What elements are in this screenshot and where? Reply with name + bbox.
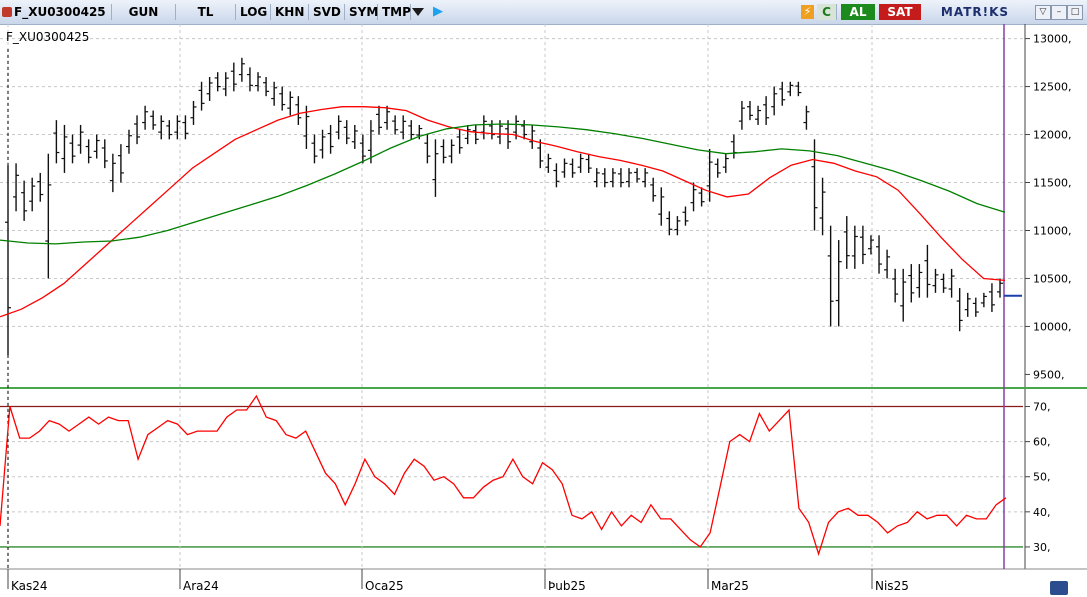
c-button[interactable]: C [817, 4, 837, 20]
dropdown-icon[interactable]: ▽ [1035, 5, 1051, 20]
date-tick-label: Þub25 [548, 579, 586, 593]
chart-frame [0, 24, 1087, 595]
symbol-label[interactable]: F_XU0300425 [0, 4, 112, 20]
date-tick-label: Oca25 [365, 579, 404, 593]
rsi-indicator [0, 394, 1007, 557]
rsi-tick-label: 50, [1033, 471, 1051, 484]
buy-button[interactable]: AL [841, 4, 875, 20]
facebook-icon [1050, 581, 1068, 595]
value-axis: 9500, 10000, 10500, 11000, 11500, 12000, 12500… [1025, 33, 1072, 554]
rsi-tick-label: 60, [1033, 436, 1051, 449]
sell-button[interactable]: SAT [879, 4, 921, 20]
window-app-icon [2, 7, 12, 17]
chart-symbol-label: F_XU0300425 [6, 30, 89, 44]
chart-window-titlebar: F_XU0300425 GUN TL LOG KHN SVD SYM TMP ▶… [0, 0, 1087, 25]
price-tick-label: 9500, [1033, 368, 1065, 381]
price-tick-label: 12500, [1033, 81, 1072, 94]
price-tick-label: 12000, [1033, 129, 1072, 142]
rsi-line [0, 394, 1007, 557]
dropdown-arrow-icon[interactable] [412, 8, 424, 16]
price-bars [5, 57, 1022, 356]
period-button[interactable]: GUN [112, 4, 176, 20]
price-tick-label: 11500, [1033, 177, 1072, 190]
twitter-bird-icon[interactable]: ▶ [433, 4, 443, 19]
moving-average-slow-line [0, 123, 1006, 245]
date-tick-label: Ara24 [183, 579, 219, 593]
rsi-tick-label: 40, [1033, 506, 1051, 519]
moving-averages [0, 106, 1006, 318]
price-tick-label: 13000, [1033, 33, 1072, 46]
date-tick-label: Nis25 [875, 579, 909, 593]
tmp-button[interactable]: TMP [378, 4, 411, 20]
price-chart[interactable]: F_XU0300425 9500, 10000, 10500, 11000, 11500… [0, 24, 1087, 597]
currency-button[interactable]: TL [176, 4, 236, 20]
moving-average-fast-line [0, 106, 1006, 318]
lightning-icon[interactable]: ⚡ [801, 5, 814, 19]
maximize-icon[interactable]: □ [1067, 5, 1083, 20]
rsi-tick-label: 70, [1033, 401, 1051, 414]
price-tick-label: 11000, [1033, 224, 1072, 237]
price-tick-label: 10000, [1033, 320, 1072, 333]
brand-logo: MATR!KS [940, 5, 1010, 19]
sym-button[interactable]: SYM [345, 4, 378, 20]
date-tick-label: Kas24 [11, 579, 48, 593]
chart-grid [0, 24, 1023, 569]
svd-button[interactable]: SVD [309, 4, 345, 20]
date-tick-label: Mar25 [711, 579, 749, 593]
rsi-tick-label: 30, [1033, 541, 1051, 554]
log-button[interactable]: LOG [236, 4, 271, 20]
price-tick-label: 10500, [1033, 272, 1072, 285]
date-axis: Kas24 Ara24 Oca25 Þub25 Mar25 Nis25 [7, 569, 909, 593]
khn-button[interactable]: KHN [271, 4, 309, 20]
minimize-icon[interactable]: – [1051, 5, 1067, 20]
